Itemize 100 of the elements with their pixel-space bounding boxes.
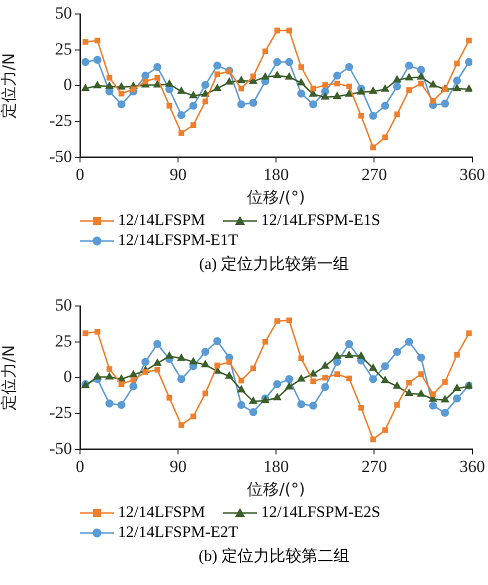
point bbox=[406, 87, 412, 93]
point bbox=[356, 351, 366, 359]
point bbox=[273, 58, 282, 66]
point bbox=[286, 318, 292, 324]
point bbox=[224, 371, 234, 379]
point bbox=[94, 328, 100, 335]
point bbox=[441, 408, 450, 417]
point bbox=[320, 92, 330, 100]
x-axis-title: 位移/(°) bbox=[247, 188, 306, 207]
point bbox=[212, 84, 222, 92]
point bbox=[177, 375, 186, 384]
point bbox=[81, 58, 90, 66]
point bbox=[429, 402, 438, 410]
point bbox=[334, 80, 340, 86]
y-tick-label: -25 bbox=[49, 403, 72, 422]
point bbox=[332, 351, 342, 359]
point bbox=[142, 369, 148, 375]
y-tick-label: 50 bbox=[55, 295, 72, 314]
point bbox=[117, 82, 126, 90]
point bbox=[380, 376, 390, 384]
point bbox=[213, 337, 222, 346]
point bbox=[333, 358, 342, 366]
point bbox=[346, 84, 352, 90]
point bbox=[188, 356, 198, 364]
point bbox=[368, 86, 378, 94]
x-tick-label: 90 bbox=[170, 457, 187, 476]
x-tick-label: 270 bbox=[361, 457, 387, 476]
point bbox=[334, 371, 340, 377]
point bbox=[428, 80, 438, 88]
point bbox=[454, 60, 460, 66]
point bbox=[430, 98, 436, 104]
point bbox=[202, 390, 208, 396]
point bbox=[332, 91, 342, 99]
point bbox=[381, 102, 390, 110]
point bbox=[358, 404, 364, 411]
point bbox=[416, 389, 426, 397]
x-tick-label: 360 bbox=[460, 165, 485, 184]
point bbox=[380, 84, 390, 92]
y-tick-label: 0 bbox=[64, 75, 72, 94]
point bbox=[105, 400, 114, 408]
point bbox=[297, 400, 306, 408]
point bbox=[392, 74, 402, 82]
point bbox=[237, 100, 246, 108]
point bbox=[237, 400, 246, 409]
point bbox=[418, 371, 424, 377]
y-tick-label: 0 bbox=[64, 367, 72, 386]
text: (a) 定位力比较第一组 bbox=[198, 254, 350, 275]
point bbox=[201, 80, 210, 89]
point bbox=[452, 383, 462, 391]
point bbox=[106, 74, 112, 81]
point bbox=[153, 63, 162, 72]
point bbox=[309, 100, 318, 108]
point bbox=[297, 90, 306, 98]
point bbox=[250, 366, 256, 372]
point bbox=[466, 330, 472, 336]
point bbox=[130, 86, 136, 92]
point bbox=[129, 382, 138, 390]
point bbox=[106, 366, 112, 372]
point bbox=[93, 56, 102, 64]
point bbox=[82, 330, 88, 336]
point bbox=[404, 388, 414, 396]
point bbox=[369, 375, 378, 384]
point bbox=[344, 89, 354, 97]
point bbox=[117, 400, 126, 409]
point bbox=[284, 382, 294, 390]
point bbox=[285, 375, 294, 384]
point bbox=[381, 362, 390, 370]
point bbox=[466, 38, 472, 44]
point bbox=[452, 84, 462, 92]
point bbox=[416, 72, 426, 80]
point bbox=[177, 111, 186, 120]
point bbox=[129, 370, 138, 378]
point bbox=[464, 84, 472, 92]
legend-label: 12/14LFSPM-E1T bbox=[118, 232, 238, 250]
point bbox=[238, 86, 244, 92]
point bbox=[213, 62, 222, 70]
legend-label: 12/14LFSPM bbox=[118, 212, 206, 230]
point bbox=[274, 28, 280, 34]
x-tick-label: 0 bbox=[76, 165, 84, 184]
y-tick-label: -25 bbox=[49, 111, 72, 130]
point bbox=[224, 77, 234, 85]
point bbox=[94, 38, 100, 44]
text: (b) 定位力比较第二组 bbox=[198, 546, 350, 567]
point bbox=[190, 414, 196, 420]
point bbox=[393, 82, 402, 90]
point bbox=[393, 348, 402, 356]
point bbox=[322, 82, 328, 88]
point bbox=[260, 72, 270, 80]
point bbox=[190, 122, 196, 128]
point bbox=[81, 84, 90, 92]
point bbox=[442, 379, 448, 385]
point bbox=[153, 358, 162, 366]
point bbox=[309, 402, 318, 410]
point bbox=[405, 338, 414, 346]
point bbox=[177, 353, 186, 361]
point bbox=[262, 48, 268, 54]
point bbox=[345, 340, 354, 348]
legend-label: 12/14LFSPM-E2S bbox=[261, 504, 380, 522]
point bbox=[441, 100, 450, 108]
point bbox=[141, 72, 150, 80]
